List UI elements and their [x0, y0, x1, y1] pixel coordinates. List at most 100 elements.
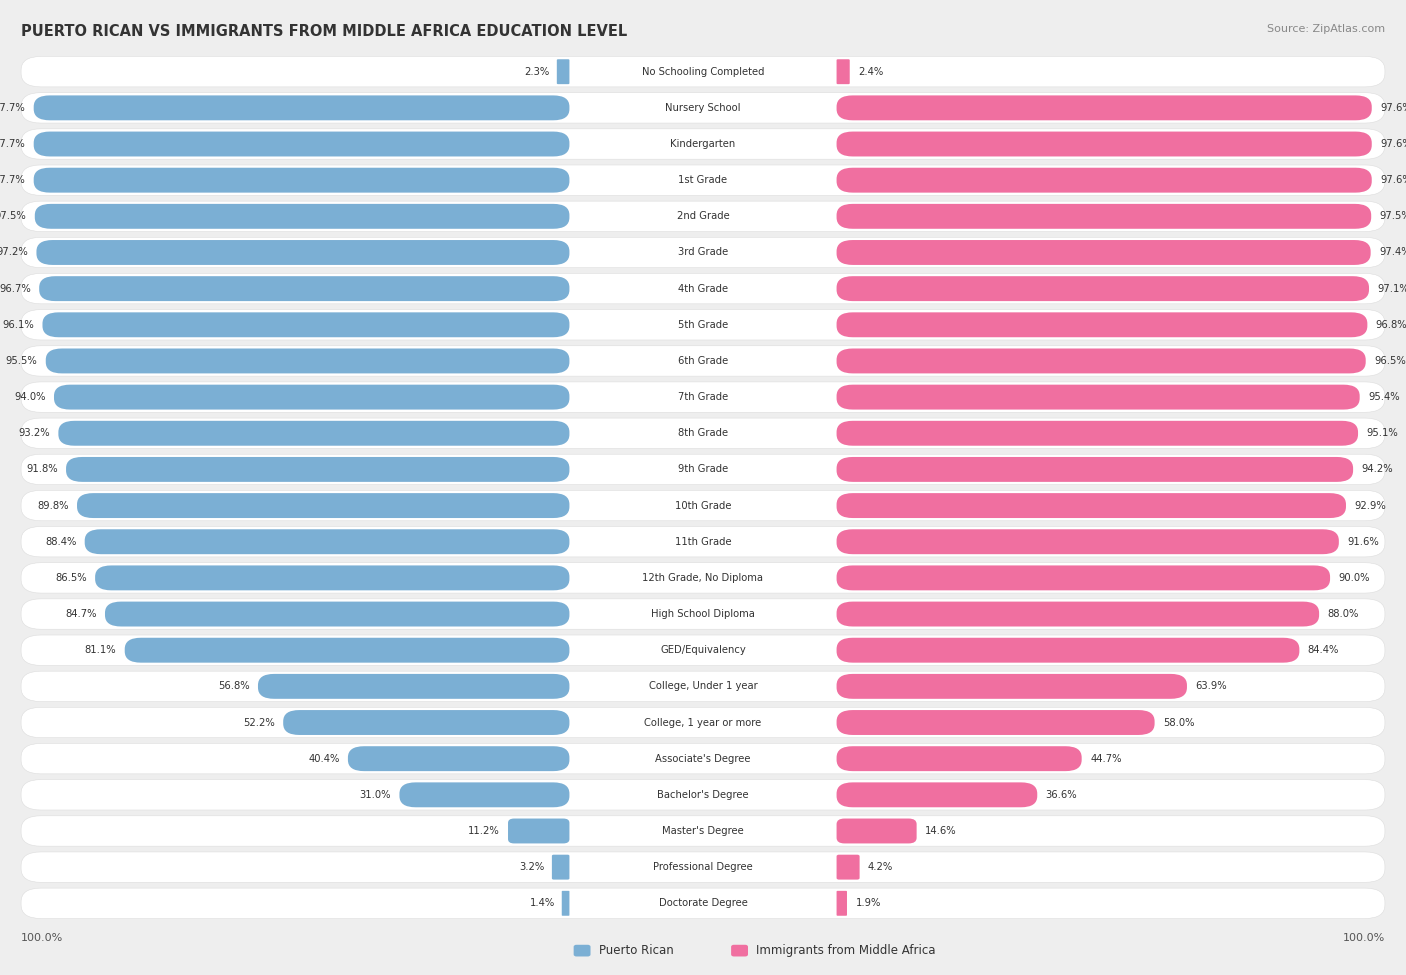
Text: Master's Degree: Master's Degree [662, 826, 744, 836]
Text: 89.8%: 89.8% [37, 500, 69, 511]
FancyBboxPatch shape [37, 240, 569, 265]
FancyBboxPatch shape [837, 132, 1372, 156]
FancyBboxPatch shape [837, 566, 1330, 590]
Text: 97.7%: 97.7% [0, 176, 25, 185]
Text: 40.4%: 40.4% [308, 754, 339, 763]
FancyBboxPatch shape [553, 855, 569, 879]
FancyBboxPatch shape [96, 566, 569, 590]
Text: 63.9%: 63.9% [1195, 682, 1227, 691]
FancyBboxPatch shape [837, 638, 1299, 663]
FancyBboxPatch shape [53, 385, 569, 409]
Text: 1st Grade: 1st Grade [679, 176, 727, 185]
Text: 36.6%: 36.6% [1046, 790, 1077, 799]
FancyBboxPatch shape [837, 819, 917, 843]
FancyBboxPatch shape [34, 96, 569, 120]
Text: Nursery School: Nursery School [665, 102, 741, 113]
FancyBboxPatch shape [257, 674, 569, 699]
Text: 93.2%: 93.2% [18, 428, 51, 439]
Text: 88.0%: 88.0% [1327, 609, 1360, 619]
FancyBboxPatch shape [557, 59, 569, 84]
FancyBboxPatch shape [837, 602, 1319, 627]
FancyBboxPatch shape [42, 312, 569, 337]
Text: 100.0%: 100.0% [1343, 933, 1385, 943]
Text: 97.2%: 97.2% [0, 248, 28, 257]
Text: 2.4%: 2.4% [858, 66, 883, 77]
Text: 6th Grade: 6th Grade [678, 356, 728, 366]
Text: Professional Degree: Professional Degree [654, 862, 752, 873]
Text: 97.7%: 97.7% [0, 139, 25, 149]
Text: Doctorate Degree: Doctorate Degree [658, 898, 748, 909]
FancyBboxPatch shape [21, 490, 1385, 521]
Text: 4.2%: 4.2% [868, 862, 893, 873]
Text: 2.3%: 2.3% [524, 66, 550, 77]
FancyBboxPatch shape [837, 529, 1339, 554]
Text: 91.8%: 91.8% [25, 464, 58, 475]
Text: Bachelor's Degree: Bachelor's Degree [657, 790, 749, 799]
Text: 56.8%: 56.8% [218, 682, 249, 691]
Text: 1.9%: 1.9% [855, 898, 880, 909]
Text: 8th Grade: 8th Grade [678, 428, 728, 439]
FancyBboxPatch shape [21, 526, 1385, 557]
FancyBboxPatch shape [21, 273, 1385, 304]
FancyBboxPatch shape [21, 744, 1385, 774]
FancyBboxPatch shape [34, 168, 569, 193]
Text: Source: ZipAtlas.com: Source: ZipAtlas.com [1267, 24, 1385, 34]
FancyBboxPatch shape [77, 493, 569, 518]
FancyBboxPatch shape [21, 780, 1385, 810]
FancyBboxPatch shape [837, 312, 1368, 337]
Text: Associate's Degree: Associate's Degree [655, 754, 751, 763]
FancyBboxPatch shape [59, 421, 569, 446]
FancyBboxPatch shape [21, 93, 1385, 123]
Text: Puerto Rican: Puerto Rican [599, 944, 673, 957]
Text: 97.6%: 97.6% [1381, 139, 1406, 149]
FancyBboxPatch shape [34, 132, 569, 156]
Text: 3rd Grade: 3rd Grade [678, 248, 728, 257]
Text: 96.1%: 96.1% [3, 320, 34, 330]
FancyBboxPatch shape [837, 240, 1371, 265]
FancyBboxPatch shape [84, 529, 569, 554]
FancyBboxPatch shape [21, 852, 1385, 882]
Text: 97.1%: 97.1% [1378, 284, 1406, 293]
Text: 52.2%: 52.2% [243, 718, 274, 727]
Text: 97.7%: 97.7% [0, 102, 25, 113]
FancyBboxPatch shape [574, 945, 591, 956]
Text: 95.5%: 95.5% [6, 356, 38, 366]
Text: 9th Grade: 9th Grade [678, 464, 728, 475]
Text: 95.1%: 95.1% [1367, 428, 1398, 439]
FancyBboxPatch shape [21, 382, 1385, 412]
FancyBboxPatch shape [21, 671, 1385, 702]
Text: High School Diploma: High School Diploma [651, 609, 755, 619]
FancyBboxPatch shape [837, 457, 1353, 482]
Text: 97.6%: 97.6% [1381, 176, 1406, 185]
FancyBboxPatch shape [731, 945, 748, 956]
Text: 100.0%: 100.0% [21, 933, 63, 943]
Text: 96.5%: 96.5% [1374, 356, 1406, 366]
Text: 58.0%: 58.0% [1163, 718, 1195, 727]
FancyBboxPatch shape [837, 168, 1372, 193]
FancyBboxPatch shape [21, 201, 1385, 231]
Text: 92.9%: 92.9% [1354, 500, 1386, 511]
Text: Immigrants from Middle Africa: Immigrants from Middle Africa [756, 944, 936, 957]
Text: Kindergarten: Kindergarten [671, 139, 735, 149]
Text: PUERTO RICAN VS IMMIGRANTS FROM MIDDLE AFRICA EDUCATION LEVEL: PUERTO RICAN VS IMMIGRANTS FROM MIDDLE A… [21, 24, 627, 39]
FancyBboxPatch shape [347, 746, 569, 771]
FancyBboxPatch shape [562, 891, 569, 916]
FancyBboxPatch shape [837, 891, 846, 916]
Text: 11.2%: 11.2% [468, 826, 499, 836]
Text: 88.4%: 88.4% [45, 536, 76, 547]
Text: 96.7%: 96.7% [0, 284, 31, 293]
FancyBboxPatch shape [508, 819, 569, 843]
Text: 90.0%: 90.0% [1339, 573, 1369, 583]
Text: College, 1 year or more: College, 1 year or more [644, 718, 762, 727]
FancyBboxPatch shape [837, 385, 1360, 409]
FancyBboxPatch shape [105, 602, 569, 627]
Text: 95.4%: 95.4% [1368, 392, 1400, 402]
Text: 81.1%: 81.1% [84, 645, 117, 655]
Text: 84.7%: 84.7% [65, 609, 97, 619]
FancyBboxPatch shape [837, 96, 1372, 120]
FancyBboxPatch shape [21, 599, 1385, 629]
Text: 97.6%: 97.6% [1381, 102, 1406, 113]
Text: 94.2%: 94.2% [1361, 464, 1393, 475]
Text: 97.5%: 97.5% [1379, 212, 1406, 221]
Text: 86.5%: 86.5% [55, 573, 87, 583]
